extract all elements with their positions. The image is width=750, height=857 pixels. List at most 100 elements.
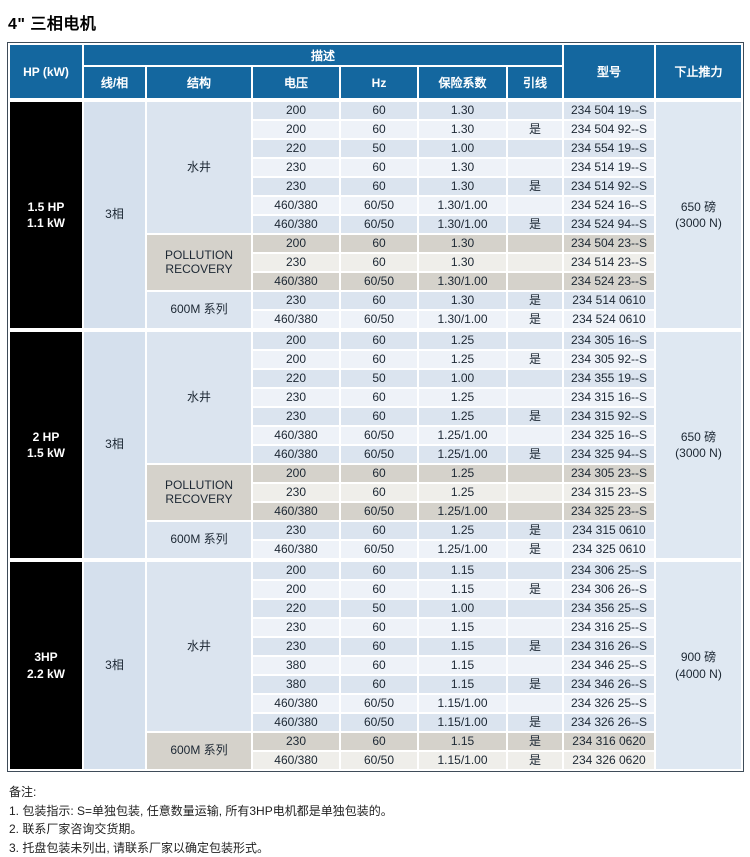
model-cell: 234 305 16--S xyxy=(564,332,654,349)
lead-cell xyxy=(508,159,562,176)
lead-cell xyxy=(508,657,562,674)
col-header-description: 描述 xyxy=(84,45,563,65)
voltage-cell: 230 xyxy=(253,619,339,636)
lead-cell: 是 xyxy=(508,446,562,463)
hz-cell: 60 xyxy=(341,389,417,406)
note-line-1: 1. 包装指示: S=单独包装, 任意数量运输, 所有3HP电机都是单独包装的。 xyxy=(9,803,393,818)
hz-cell: 60/50 xyxy=(341,714,417,731)
safety-factor-cell: 1.15 xyxy=(419,562,506,579)
voltage-cell: 460/380 xyxy=(253,216,339,233)
lead-cell: 是 xyxy=(508,121,562,138)
hz-cell: 60/50 xyxy=(341,216,417,233)
hz-cell: 60 xyxy=(341,351,417,368)
table-row: 230 60 1.30 是 234 514 92--S xyxy=(10,178,741,195)
table-row: 460/380 60/50 1.25/1.00 是 234 325 0610 xyxy=(10,541,741,558)
lead-cell xyxy=(508,273,562,290)
table-row: 3HP 2.2 kW 3相 水井 200 60 1.15 234 306 25--S 900 磅… xyxy=(10,562,741,769)
table-row: 220 50 1.00 234 554 19--S xyxy=(10,140,741,157)
voltage-cell: 460/380 xyxy=(253,197,339,214)
voltage-cell: 460/380 xyxy=(253,427,339,444)
col-header-hp: HP (kW) xyxy=(10,45,82,98)
hz-cell: 60/50 xyxy=(341,695,417,712)
hz-cell: 60 xyxy=(341,332,417,349)
table-row: 230 60 1.30 234 514 19--S xyxy=(10,159,741,176)
safety-factor-cell: 1.25 xyxy=(419,389,506,406)
model-cell: 234 316 0620 xyxy=(564,733,654,750)
model-cell: 234 315 92--S xyxy=(564,408,654,425)
hz-cell: 60/50 xyxy=(341,752,417,769)
hz-cell: 60 xyxy=(341,159,417,176)
lead-cell xyxy=(508,600,562,617)
table-row: 230 60 1.25 234 315 16--S xyxy=(10,389,741,406)
model-cell: 234 524 94--S xyxy=(564,216,654,233)
table-row: 600M 系列 230 60 1.15 是 234 316 0620 xyxy=(10,733,741,769)
lead-cell: 是 xyxy=(508,351,562,368)
model-cell: 234 316 26--S xyxy=(564,638,654,655)
model-cell: 234 325 94--S xyxy=(564,446,654,463)
safety-factor-cell: 1.30/1.00 xyxy=(419,311,506,328)
hz-cell: 60/50 xyxy=(341,503,417,520)
table-row: 230 60 1.25 234 315 23--S xyxy=(10,484,741,501)
hz-cell: 50 xyxy=(341,140,417,157)
page-title: 4" 三相电机 xyxy=(8,16,97,33)
lead-cell xyxy=(508,619,562,636)
down-thrust-cell: 650 磅 (3000 N) xyxy=(656,102,741,328)
motor-group-1: 1.5 HP 1.1 kW 3相 水井 200 60 1.30 234 504 19--S 65… xyxy=(8,100,743,330)
safety-factor-cell: 1.30/1.00 xyxy=(419,197,506,214)
col-header-wire-phase: 线/相 xyxy=(84,67,145,98)
model-cell: 234 504 92--S xyxy=(564,121,654,138)
structure-cell: 600M 系列 xyxy=(147,522,251,558)
hz-cell: 60/50 xyxy=(341,197,417,214)
structure-cell: POLLUTION RECOVERY xyxy=(147,465,251,520)
lead-cell xyxy=(508,370,562,387)
table-row: 230 60 1.30 234 514 23--S xyxy=(10,254,741,271)
table-row: 220 50 1.00 234 355 19--S xyxy=(10,370,741,387)
hz-cell: 60 xyxy=(341,235,417,252)
model-cell: 234 325 23--S xyxy=(564,503,654,520)
model-cell: 234 356 25--S xyxy=(564,600,654,617)
safety-factor-cell: 1.25 xyxy=(419,484,506,501)
safety-factor-cell: 1.15/1.00 xyxy=(419,752,506,769)
lead-cell xyxy=(508,465,562,482)
table-row: 460/380 60/50 1.30/1.00 是 234 524 94--S xyxy=(10,216,741,233)
hz-cell: 60 xyxy=(341,292,417,309)
voltage-cell: 200 xyxy=(253,121,339,138)
lead-cell: 是 xyxy=(508,541,562,558)
voltage-cell: 230 xyxy=(253,522,339,539)
voltage-cell: 230 xyxy=(253,408,339,425)
table-row: 2 HP 1.5 kW 3相 水井 200 60 1.25 234 305 16--S 650 … xyxy=(10,332,741,558)
voltage-cell: 460/380 xyxy=(253,273,339,290)
safety-factor-cell: 1.30 xyxy=(419,254,506,271)
hz-cell: 60/50 xyxy=(341,541,417,558)
safety-factor-cell: 1.15/1.00 xyxy=(419,695,506,712)
voltage-cell: 200 xyxy=(253,332,339,349)
notes: 备注: 1. 包装指示: S=单独包装, 任意数量运输, 所有3HP电机都是单独… xyxy=(9,783,750,857)
table-row: 460/380 60/50 1.30/1.00 234 524 16--S xyxy=(10,197,741,214)
motor-group-2: 2 HP 1.5 kW 3相 水井 200 60 1.25 234 305 16--S 650 … xyxy=(8,330,743,560)
voltage-cell: 200 xyxy=(253,351,339,368)
col-header-down-thrust: 下止推力 xyxy=(656,45,742,98)
hz-cell: 50 xyxy=(341,370,417,387)
lead-cell xyxy=(508,140,562,157)
lead-cell: 是 xyxy=(508,292,562,309)
thrust-newtons: (3000 N) xyxy=(675,216,722,230)
lead-cell: 是 xyxy=(508,408,562,425)
model-cell: 234 306 26--S xyxy=(564,581,654,598)
model-cell: 234 316 25--S xyxy=(564,619,654,636)
model-cell: 234 514 0610 xyxy=(564,292,654,309)
down-thrust-cell: 900 磅 (4000 N) xyxy=(656,562,741,769)
model-cell: 234 504 19--S xyxy=(564,102,654,119)
table-row: 220 50 1.00 234 356 25--S xyxy=(10,600,741,617)
lead-cell xyxy=(508,197,562,214)
voltage-cell: 460/380 xyxy=(253,446,339,463)
safety-factor-cell: 1.25/1.00 xyxy=(419,541,506,558)
voltage-cell: 230 xyxy=(253,254,339,271)
table-row: POLLUTION RECOVERY 200 60 1.25 234 305 23--S xyxy=(10,465,741,520)
lead-cell xyxy=(508,332,562,349)
safety-factor-cell: 1.30/1.00 xyxy=(419,273,506,290)
thrust-newtons: (3000 N) xyxy=(675,446,722,460)
hz-cell: 60 xyxy=(341,121,417,138)
table-row: POLLUTION RECOVERY 200 60 1.30 234 504 23--S xyxy=(10,235,741,290)
lead-cell: 是 xyxy=(508,311,562,328)
safety-factor-cell: 1.15/1.00 xyxy=(419,714,506,731)
